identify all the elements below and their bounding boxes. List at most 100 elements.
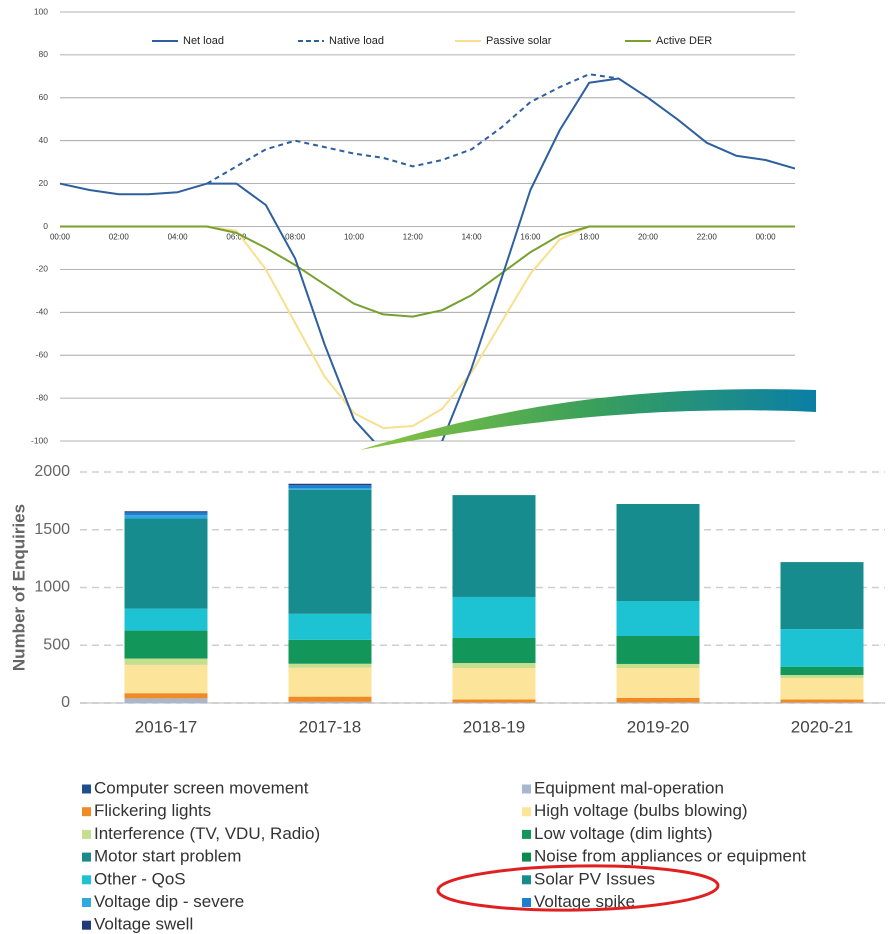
x-tick-label: 12:00	[403, 233, 424, 242]
legend-swatch	[82, 898, 91, 907]
y-tick-label: -20	[36, 264, 49, 274]
x-tick-label: 16:00	[520, 233, 541, 242]
bar-segment	[780, 666, 864, 676]
bar-segment	[124, 511, 208, 513]
legend-label: Solar PV Issues	[534, 869, 655, 888]
bar-segment	[124, 664, 208, 694]
bar-segment	[616, 503, 700, 602]
y-tick-label: -60	[36, 349, 49, 359]
bar-segment	[616, 668, 700, 698]
bar-segment	[124, 658, 208, 665]
legend-label: Net load	[183, 35, 224, 47]
bar-segment	[288, 488, 372, 490]
separator	[0, 450, 894, 460]
legend-swatch	[82, 807, 91, 817]
bar-segment	[616, 601, 700, 637]
bar-segment	[616, 663, 700, 669]
x-tick-label: 02:00	[109, 233, 130, 242]
legend-label: Motor start problem	[94, 847, 241, 866]
x-tick-label: 10:00	[344, 233, 365, 242]
legend-label: Other - QoS	[94, 869, 186, 888]
x-tick-label: 00:00	[756, 233, 777, 242]
bar-segment	[452, 668, 536, 700]
y-tick-label: 100	[34, 6, 48, 16]
bar-segment	[780, 675, 864, 679]
legend-swatch	[522, 875, 531, 885]
bar-segment	[124, 515, 208, 519]
legend-label: Native load	[329, 35, 384, 47]
bar-segment	[288, 667, 372, 697]
legend-swatch	[522, 784, 531, 794]
x-tick-label: 14:00	[462, 233, 483, 242]
legend-label: Voltage spike	[534, 892, 635, 911]
bar-segment	[124, 608, 208, 631]
bar-segment	[288, 639, 372, 664]
load-chart: -100 -80 -60 -40 -20 0 20 40 60 80 100 00:00 02:00 04…	[31, 6, 795, 445]
bar-segment	[288, 696, 372, 702]
y-tick-label: -80	[36, 392, 49, 402]
bar-segment	[124, 630, 208, 659]
highlight-circle	[436, 864, 720, 912]
enquiries-chart: 0 500 1000 1500 2000 Number of Enquiries 2016-…	[9, 463, 885, 934]
bar-segment	[616, 702, 700, 703]
y-axis-title: Number of Enquiries	[9, 504, 28, 671]
legend-swatch	[82, 852, 91, 862]
bar-segment	[288, 613, 372, 640]
series-line	[206, 73, 619, 185]
x-tick-label: 2017-18	[299, 717, 361, 736]
bar-segment	[616, 636, 700, 664]
bar-segment	[288, 701, 372, 703]
legend-swatch	[82, 875, 91, 885]
legend-swatch	[82, 784, 91, 794]
bar-segment	[288, 483, 372, 486]
y-tick-label: 60	[39, 92, 49, 102]
decorative-swoosh	[360, 389, 816, 450]
bar-segment	[124, 518, 208, 609]
bar-segment	[452, 702, 536, 703]
legend-label: High voltage (bulbs blowing)	[534, 801, 748, 820]
y-tick-label: 80	[39, 49, 49, 59]
legend-label: Low voltage (dim lights)	[534, 824, 713, 843]
legend-label: Passive solar	[486, 35, 552, 47]
bar-segment	[452, 596, 536, 638]
bar-segment	[288, 489, 372, 614]
x-tick-label: 22:00	[697, 233, 718, 242]
x-tick-label: 04:00	[168, 233, 189, 242]
legend-label: Equipment mal-operation	[534, 778, 724, 797]
y-tick-label: 1000	[34, 579, 70, 596]
legend-swatch	[82, 829, 91, 839]
x-tick-label: 08:00	[285, 233, 306, 242]
bar-segment	[616, 697, 700, 703]
bar-segment	[288, 663, 372, 668]
legend-swatch	[522, 829, 531, 839]
legend-label: Active DER	[656, 35, 712, 47]
y-tick-label: 0	[43, 221, 48, 231]
x-tick-label: 00:00	[50, 233, 71, 242]
y-tick-label: 1500	[34, 521, 70, 538]
legend-label: Noise from appliances or equipment	[534, 847, 806, 866]
bar-segment	[780, 678, 864, 700]
y-tick-label: 20	[39, 178, 49, 188]
bar-segment	[452, 637, 536, 664]
x-tick-label: 2018-19	[463, 717, 525, 736]
legend-label: Voltage swell	[94, 915, 193, 934]
bar-segment	[780, 699, 864, 703]
y-tick-label: -40	[36, 307, 49, 317]
bar-segment	[452, 663, 536, 669]
x-tick-label: 2019-20	[627, 717, 689, 736]
series-line	[60, 77, 795, 441]
bar-segment	[288, 485, 372, 489]
y-tick-label: -100	[31, 435, 48, 445]
legend-label: Flickering lights	[94, 801, 211, 820]
bar-segment	[452, 495, 536, 597]
y-tick-label: 2000	[34, 463, 70, 480]
y-tick-label: 40	[39, 135, 49, 145]
x-tick-label: 2016-17	[135, 717, 197, 736]
bar-segment	[780, 562, 864, 630]
bar-segment	[124, 698, 208, 703]
bar-segment	[124, 512, 208, 516]
x-tick-label: 2020-21	[791, 717, 853, 736]
x-tick-label: 06:00	[226, 233, 247, 242]
bar-segment	[780, 629, 864, 667]
bar-segment	[452, 699, 536, 703]
